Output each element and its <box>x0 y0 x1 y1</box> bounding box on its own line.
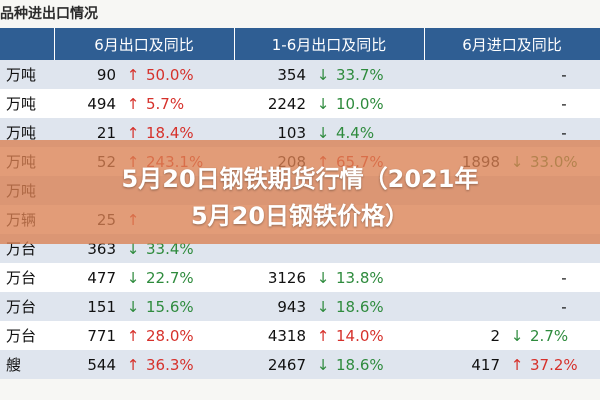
june-export-value: 477 <box>54 263 122 292</box>
june-export-change: 28.0% <box>144 321 234 350</box>
ytd-export-value: 3126 <box>234 263 312 292</box>
june-export-change: 5.7% <box>144 89 234 118</box>
june-import-value: 2 <box>424 321 507 350</box>
june-import-arrow <box>506 118 529 147</box>
june-export-change: 50.0% <box>144 60 234 89</box>
june-export-value: 90 <box>54 60 122 89</box>
ytd-export-change: 18.6% <box>334 292 425 321</box>
ytd-export-change: 33.7% <box>334 60 425 89</box>
ytd-export-arrow: ↓ <box>312 89 334 118</box>
june-export-change: 22.7% <box>144 263 234 292</box>
ytd-export-arrow: ↑ <box>312 321 334 350</box>
june-export-arrow: ↑ <box>122 118 144 147</box>
header-jan-jun-export: 1-6月出口及同比 <box>234 28 425 60</box>
unit-cell: 艘 <box>0 350 54 379</box>
june-export-value: 494 <box>54 89 122 118</box>
banner-title-line-2: 5月20日钢铁价格） <box>190 202 410 230</box>
june-import-value <box>424 60 507 89</box>
unit-cell: 万台 <box>0 263 54 292</box>
june-export-arrow: ↑ <box>122 321 144 350</box>
table-row: 万台 477 ↓ 22.7% 3126 ↓ 13.8% - <box>0 263 600 292</box>
table-row: 万吨 494 ↑ 5.7% 2242 ↓ 10.0% - <box>0 89 600 118</box>
june-export-arrow: ↑ <box>122 350 144 379</box>
june-import-arrow: ↑ <box>506 350 529 379</box>
ytd-export-change: 10.0% <box>334 89 425 118</box>
unit-cell: 万吨 <box>0 60 54 89</box>
june-import-value <box>424 263 507 292</box>
unit-cell: 万台 <box>0 292 54 321</box>
june-export-change: 36.3% <box>144 350 234 379</box>
june-import-change: - <box>528 60 600 89</box>
table-row: 万台 771 ↑ 28.0% 4318 ↑ 14.0% 2 ↓ 2.7% <box>0 321 600 350</box>
ytd-export-value: 943 <box>234 292 312 321</box>
june-import-arrow <box>506 60 529 89</box>
june-export-change: 15.6% <box>144 292 234 321</box>
june-import-arrow: ↓ <box>506 321 529 350</box>
ytd-export-arrow: ↓ <box>312 118 334 147</box>
june-export-value: 151 <box>54 292 122 321</box>
table-row: 艘 544 ↑ 36.3% 2467 ↓ 18.6% 417 ↑ 37.2% <box>0 350 600 379</box>
header-june-import: 6月进口及同比 <box>424 28 600 60</box>
june-export-value: 544 <box>54 350 122 379</box>
june-import-change: - <box>528 263 600 292</box>
unit-cell: 万吨 <box>0 89 54 118</box>
table-row: 万吨 90 ↑ 50.0% 354 ↓ 33.7% - <box>0 60 600 89</box>
june-import-change: - <box>528 89 600 118</box>
ytd-export-arrow: ↓ <box>312 60 334 89</box>
header-unit <box>0 28 55 60</box>
banner-title-line-1: 5月20日钢铁期货行情（2021年 <box>121 165 479 193</box>
ytd-export-change: 13.8% <box>334 263 425 292</box>
ytd-export-change: 14.0% <box>334 321 425 350</box>
june-import-arrow <box>506 89 529 118</box>
ytd-export-arrow: ↓ <box>312 350 334 379</box>
june-export-arrow: ↑ <box>122 89 144 118</box>
june-export-arrow: ↑ <box>122 60 144 89</box>
june-import-arrow <box>506 292 529 321</box>
june-export-arrow: ↓ <box>122 263 144 292</box>
ytd-export-value: 354 <box>234 60 312 89</box>
page-title: 品种进出口情况 <box>0 6 98 22</box>
header-june-export: 6月出口及同比 <box>54 28 235 60</box>
june-import-value <box>424 292 507 321</box>
table-header-row: 6月出口及同比 1-6月出口及同比 6月进口及同比 <box>0 28 600 60</box>
ytd-export-change: 18.6% <box>334 350 425 379</box>
june-import-value: 417 <box>424 350 507 379</box>
june-import-change: 37.2% <box>528 350 600 379</box>
june-export-value: 771 <box>54 321 122 350</box>
june-export-arrow: ↓ <box>122 292 144 321</box>
june-import-change: - <box>528 292 600 321</box>
june-import-value <box>424 89 507 118</box>
title-banner <box>0 140 600 244</box>
table-row: 万台 151 ↓ 15.6% 943 ↓ 18.6% - <box>0 292 600 321</box>
ytd-export-value: 4318 <box>234 321 312 350</box>
june-import-change: 2.7% <box>528 321 600 350</box>
ytd-export-value: 2467 <box>234 350 312 379</box>
unit-cell: 万台 <box>0 321 54 350</box>
ytd-export-value: 2242 <box>234 89 312 118</box>
ytd-export-arrow: ↓ <box>312 292 334 321</box>
june-import-arrow <box>506 263 529 292</box>
ytd-export-arrow: ↓ <box>312 263 334 292</box>
